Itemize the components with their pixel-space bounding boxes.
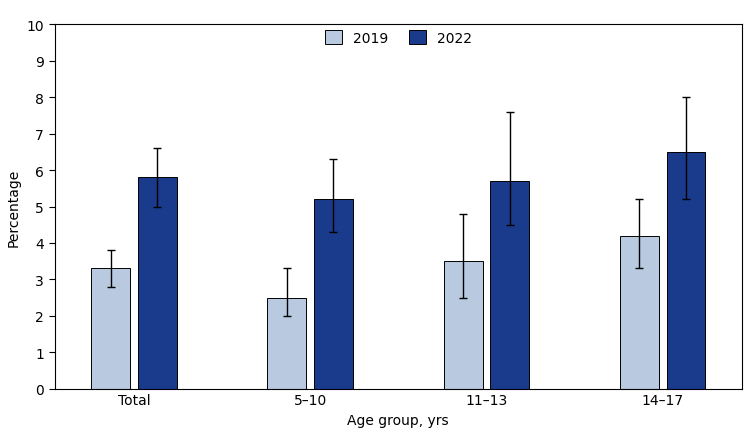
Bar — [267, 298, 306, 389]
Bar — [138, 178, 177, 389]
Bar — [91, 269, 130, 389]
Bar — [667, 153, 706, 389]
Legend: 2019, 2022: 2019, 2022 — [319, 25, 477, 51]
Y-axis label: Percentage: Percentage — [7, 168, 21, 246]
Bar — [314, 200, 353, 389]
Bar — [491, 182, 529, 389]
Bar — [443, 262, 482, 389]
X-axis label: Age group, yrs: Age group, yrs — [348, 413, 449, 427]
Bar — [620, 236, 659, 389]
